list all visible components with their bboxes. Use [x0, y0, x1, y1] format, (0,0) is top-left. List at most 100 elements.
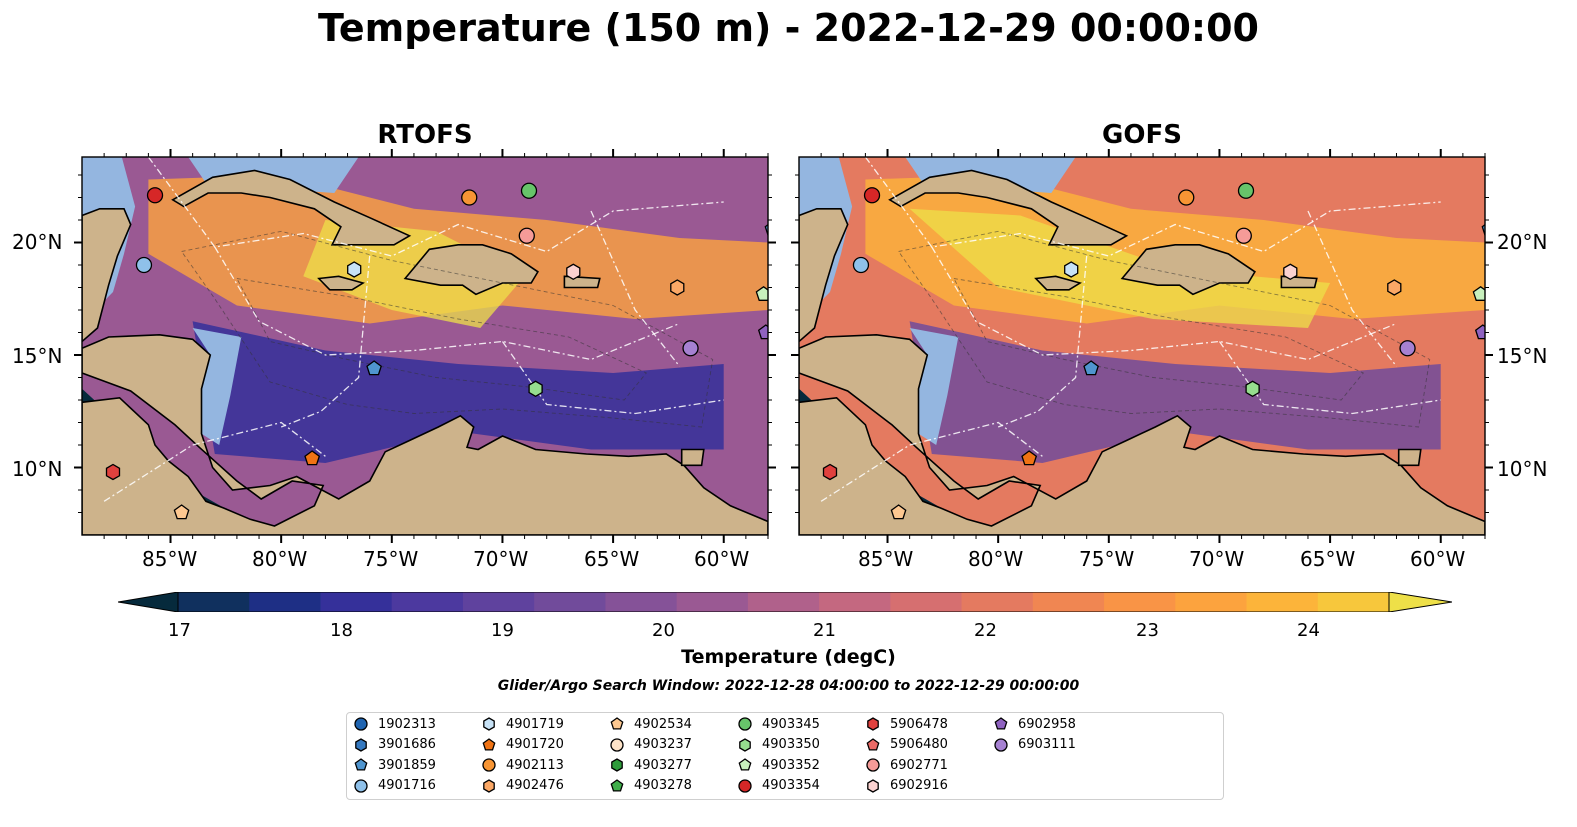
- isobath-contour: [180, 230, 714, 428]
- colorbar-tick-18: 18: [330, 620, 353, 641]
- legend-marker-icon: [483, 717, 495, 731]
- land-mexico: [82, 207, 132, 343]
- land-puerto: [563, 275, 601, 289]
- legend-marker-icon: [482, 737, 496, 751]
- lon-label-60w-right: 60°W: [1410, 547, 1466, 571]
- legend-label: 4903354: [762, 778, 820, 793]
- legend-entry-4901716: 4901716: [353, 778, 436, 794]
- colorbar-tick-22: 22: [974, 620, 997, 641]
- colorbar-segment: [391, 592, 464, 612]
- float-marker-4902113: [1178, 189, 1195, 206]
- colorbar-segment: [1175, 592, 1248, 612]
- colorbar-title: Temperature (degC): [681, 646, 896, 668]
- colorbar-segment: [1032, 592, 1105, 612]
- legend-marker-hexagon: [483, 717, 495, 731]
- legend-marker-icon: [738, 778, 752, 793]
- cool-water-band: [909, 321, 1441, 463]
- colorbar-tick-23: 23: [1136, 620, 1159, 641]
- colorbar-segment: [1317, 592, 1390, 612]
- float-marker-6903111: [1399, 340, 1416, 357]
- float-marker-5906478: [822, 463, 838, 481]
- legend-label: 4902113: [506, 757, 564, 773]
- float-marker-3901859: [366, 360, 382, 376]
- legend-marker-circle: [354, 717, 368, 731]
- legend-marker-icon: [866, 737, 880, 751]
- float-marker-4903352: [1472, 286, 1485, 301]
- legend-label: 3901859: [378, 757, 436, 773]
- legend-marker-hexagon: [611, 758, 623, 772]
- nicaragua-shelf: [192, 328, 242, 445]
- legend-marker-icon: [610, 737, 624, 752]
- float-marker-4901719: [347, 261, 362, 278]
- eez-boundary: [214, 246, 680, 361]
- lat-label-10n-left: 10°N: [12, 457, 63, 481]
- land-hispaniola: [1120, 244, 1256, 296]
- legend-marker-icon: [354, 778, 368, 793]
- colorbar-segment: [747, 592, 820, 612]
- legend-entry-6902958: 6902958: [993, 716, 1076, 732]
- float-marker-4903350: [528, 380, 543, 398]
- legend-marker-pentagon: [482, 737, 496, 751]
- colorbar-segment: [961, 592, 1034, 612]
- legend-marker-icon: [482, 758, 496, 772]
- cool-water-band: [192, 321, 724, 463]
- colorbar-gradient: [117, 591, 1453, 613]
- legend-marker-circle: [354, 778, 368, 793]
- rtofs-map-panel: [74, 149, 776, 543]
- float-marker-6902771: [1235, 227, 1252, 244]
- legend-entry-4903345: 4903345: [737, 716, 820, 732]
- legend-entry-4903352: 4903352: [737, 757, 820, 773]
- colorbar-segment: [1104, 592, 1176, 612]
- lon-label-75w-right: 75°W: [1079, 547, 1135, 571]
- float-marker-4903354: [863, 187, 881, 204]
- map-frame: [798, 156, 1486, 536]
- colorbar-segment: [320, 592, 393, 612]
- eez-boundary: [103, 421, 326, 502]
- float-marker-6902958: [1474, 324, 1485, 340]
- legend-marker-icon: [354, 758, 368, 771]
- legend-label: 4903277: [634, 757, 692, 773]
- legend-label: 5906480: [890, 737, 948, 752]
- lon-label-70w-left: 70°W: [473, 547, 529, 571]
- float-marker-4902534: [890, 504, 907, 520]
- colorbar-tick-24: 24: [1297, 620, 1320, 641]
- legend-label: 4902534: [634, 716, 692, 732]
- legend-marker-hexagon: [867, 778, 879, 793]
- isobath-contour: [897, 230, 1431, 428]
- colorbar-segment: [1246, 592, 1319, 612]
- lon-label-65w-right: 65°W: [1300, 547, 1356, 571]
- eez-boundary: [280, 255, 371, 428]
- legend-label: 1902313: [378, 716, 436, 732]
- legend-entry-4903277: 4903277: [609, 757, 692, 773]
- eez-boundary: [864, 157, 1441, 257]
- legend-entry-4903237: 4903237: [609, 737, 692, 753]
- legend-entry-4903278: 4903278: [609, 778, 692, 794]
- float-marker-6902771: [518, 227, 535, 244]
- colorbar-max-extend: [1388, 591, 1453, 613]
- legend-marker-icon: [738, 717, 752, 731]
- legend-marker-hexagon: [355, 737, 367, 752]
- legend-label: 4903352: [762, 757, 820, 773]
- legend-entry-6902771: 6902771: [865, 757, 948, 773]
- float-marker-4902113: [461, 189, 478, 206]
- legend-marker-circle: [994, 737, 1008, 752]
- legend-marker-icon: [739, 737, 751, 752]
- float-marker-6903111: [682, 340, 699, 357]
- float-marker-4902476: [670, 279, 685, 296]
- land-trinidad: [1397, 448, 1422, 467]
- legend-marker-circle: [610, 737, 624, 752]
- legend-entry-5906478: 5906478: [865, 716, 948, 732]
- eez-boundary: [997, 255, 1088, 428]
- legend-label: 4903350: [762, 737, 820, 752]
- legend-entry-4903350: 4903350: [737, 737, 820, 753]
- legend-label: 4902476: [506, 778, 564, 793]
- legend-label: 6902916: [890, 778, 948, 793]
- legend-marker-pentagon: [738, 758, 752, 771]
- legend-marker-icon: [610, 778, 624, 792]
- colorbar-tick-17: 17: [168, 620, 191, 641]
- nicaragua-shelf: [909, 328, 959, 445]
- float-marker-4903354: [146, 187, 164, 204]
- legend-label: 5906478: [890, 716, 948, 732]
- float-marker-4903352: [755, 286, 768, 301]
- lat-label-20n-left: 20°N: [12, 230, 63, 254]
